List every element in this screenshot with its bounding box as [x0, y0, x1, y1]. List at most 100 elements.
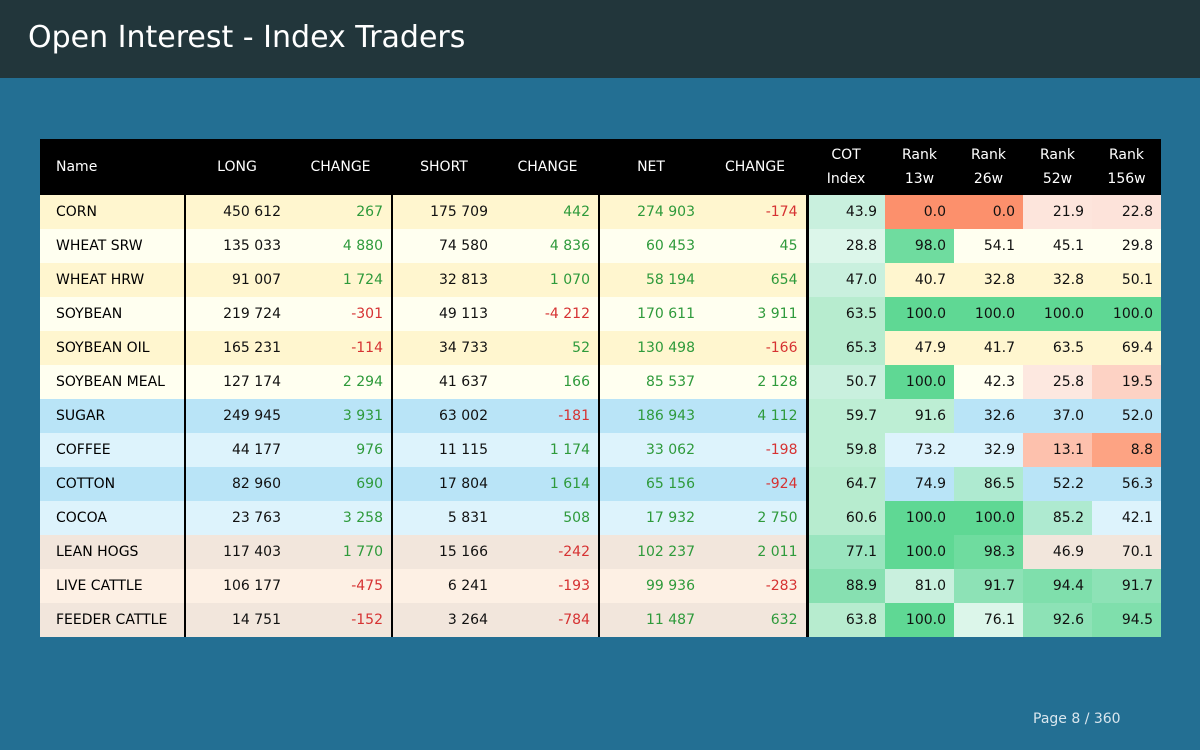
cell-net: 17 932 — [646, 510, 695, 526]
open-interest-table: Name LONG CHANGE SHORT CHANGE NET CHANGE… — [40, 139, 1161, 637]
table-row: WHEAT HRW 91 007 1 724 32 813 1 070 58 194 654… — [40, 263, 1161, 297]
cell-short-change: -784 — [496, 603, 600, 637]
cell-cot-index: 88.9 — [807, 569, 885, 603]
header-name: Name — [56, 159, 98, 175]
cell-net-change: 3 911 — [703, 297, 809, 331]
cell-net-change: -166 — [703, 331, 809, 365]
cell-name: WHEAT SRW — [40, 229, 186, 263]
cell-name: SOYBEAN OIL — [40, 331, 186, 365]
cell-net-change: 632 — [703, 603, 809, 637]
header-net-change: CHANGE — [724, 159, 786, 175]
cell-net-change: 654 — [703, 263, 809, 297]
cell-rank-52w: 94.4 — [1023, 569, 1092, 603]
cell-rank-13w: 81.0 — [885, 569, 954, 603]
cell-rank-26w: 86.5 — [954, 467, 1023, 501]
cell-net: 102 237 — [637, 544, 695, 560]
cell-rank-13w: 100.0 — [885, 297, 954, 331]
cell-long-change: 3 258 — [289, 501, 393, 535]
cell-name: SOYBEAN — [40, 297, 186, 331]
cell-short-change: 4 836 — [496, 229, 600, 263]
cell-short: 34 733 — [439, 340, 488, 356]
cell-long: 23 763 — [232, 510, 281, 526]
cell-cot-index: 59.8 — [807, 433, 885, 467]
cell-net-change: -174 — [703, 195, 809, 229]
cell-long: 135 033 — [223, 238, 281, 254]
cell-long-change: 690 — [289, 467, 393, 501]
cell-rank-52w: 21.9 — [1023, 195, 1092, 229]
table-row: WHEAT SRW 135 033 4 880 74 580 4 836 60 453 45… — [40, 229, 1161, 263]
cell-name: SUGAR — [40, 399, 186, 433]
cell-short: 6 241 — [447, 578, 488, 594]
cell-cot-index: 28.8 — [807, 229, 885, 263]
table-row: COCOA 23 763 3 258 5 831 508 17 932 2 750 60.6 1… — [40, 501, 1161, 535]
table-row: FEEDER CATTLE 14 751 -152 3 264 -784 11 487 63… — [40, 603, 1161, 637]
cell-rank-26w: 32.9 — [954, 433, 1023, 467]
header-net: NET — [637, 159, 665, 175]
header-r52-line2: 52w — [1042, 171, 1073, 187]
cell-short: 41 637 — [439, 374, 488, 390]
cell-net-change: -924 — [703, 467, 809, 501]
cell-short: 11 115 — [439, 442, 488, 458]
cell-short: 5 831 — [447, 510, 488, 526]
table-row: SUGAR 249 945 3 931 63 002 -181 186 943 4 112 5… — [40, 399, 1161, 433]
cell-rank-13w: 100.0 — [885, 365, 954, 399]
cell-cot-index: 63.8 — [807, 603, 885, 637]
cell-net-change: 2 750 — [703, 501, 809, 535]
cell-rank-156w: 19.5 — [1092, 365, 1161, 399]
cell-cot-index: 65.3 — [807, 331, 885, 365]
header-cot-line1: COT — [831, 147, 861, 163]
cell-cot-index: 64.7 — [807, 467, 885, 501]
cell-rank-13w: 40.7 — [885, 263, 954, 297]
cell-net: 186 943 — [637, 408, 695, 424]
cell-rank-26w: 32.6 — [954, 399, 1023, 433]
cell-rank-13w: 0.0 — [885, 195, 954, 229]
cell-rank-52w: 25.8 — [1023, 365, 1092, 399]
cell-short-change: 1 174 — [496, 433, 600, 467]
cell-rank-52w: 52.2 — [1023, 467, 1092, 501]
cell-name: COTTON — [40, 467, 186, 501]
header-rank-52w: Rank 52w — [1023, 139, 1092, 195]
cell-cot-index: 60.6 — [807, 501, 885, 535]
cell-rank-26w: 54.1 — [954, 229, 1023, 263]
cell-short-change: 442 — [496, 195, 600, 229]
header-short: SHORT — [420, 159, 468, 175]
cell-rank-13w: 74.9 — [885, 467, 954, 501]
cell-rank-156w: 52.0 — [1092, 399, 1161, 433]
cell-short: 49 113 — [439, 306, 488, 322]
cell-rank-26w: 42.3 — [954, 365, 1023, 399]
cell-net-change: -198 — [703, 433, 809, 467]
cell-short-change: -193 — [496, 569, 600, 603]
table-row: COTTON 82 960 690 17 804 1 614 65 156 -924 64.7… — [40, 467, 1161, 501]
table-body: CORN 450 612 267 175 709 442 274 903 -174 43.9 0… — [40, 195, 1161, 637]
cell-rank-52w: 37.0 — [1023, 399, 1092, 433]
cell-net: 170 611 — [637, 306, 695, 322]
cell-rank-52w: 13.1 — [1023, 433, 1092, 467]
cell-name: WHEAT HRW — [40, 263, 186, 297]
cell-rank-13w: 100.0 — [885, 603, 954, 637]
cell-rank-52w: 85.2 — [1023, 501, 1092, 535]
cell-name: LEAN HOGS — [40, 535, 186, 569]
cell-net: 274 903 — [637, 204, 695, 220]
cell-rank-156w: 42.1 — [1092, 501, 1161, 535]
cell-name: COCOA — [40, 501, 186, 535]
cell-net: 85 537 — [646, 374, 695, 390]
header-r156-line2: 156w — [1107, 171, 1146, 187]
cell-rank-26w: 0.0 — [954, 195, 1023, 229]
cell-long-change: 4 880 — [289, 229, 393, 263]
cell-long: 249 945 — [223, 408, 281, 424]
cell-rank-52w: 100.0 — [1023, 297, 1092, 331]
cell-rank-156w: 29.8 — [1092, 229, 1161, 263]
header-rank-13w: Rank 13w — [885, 139, 954, 195]
cell-rank-156w: 94.5 — [1092, 603, 1161, 637]
table-row: LEAN HOGS 117 403 1 770 15 166 -242 102 237 2 … — [40, 535, 1161, 569]
table-row: SOYBEAN MEAL 127 174 2 294 41 637 166 85 537 2… — [40, 365, 1161, 399]
cell-long: 165 231 — [223, 340, 281, 356]
cell-short: 63 002 — [439, 408, 488, 424]
header-cot-line2: Index — [826, 171, 866, 187]
cell-rank-26w: 100.0 — [954, 501, 1023, 535]
cell-rank-52w: 63.5 — [1023, 331, 1092, 365]
table-row: SOYBEAN OIL 165 231 -114 34 733 52 130 498 -16… — [40, 331, 1161, 365]
cell-long: 44 177 — [232, 442, 281, 458]
cell-long: 219 724 — [223, 306, 281, 322]
cell-rank-156w: 69.4 — [1092, 331, 1161, 365]
